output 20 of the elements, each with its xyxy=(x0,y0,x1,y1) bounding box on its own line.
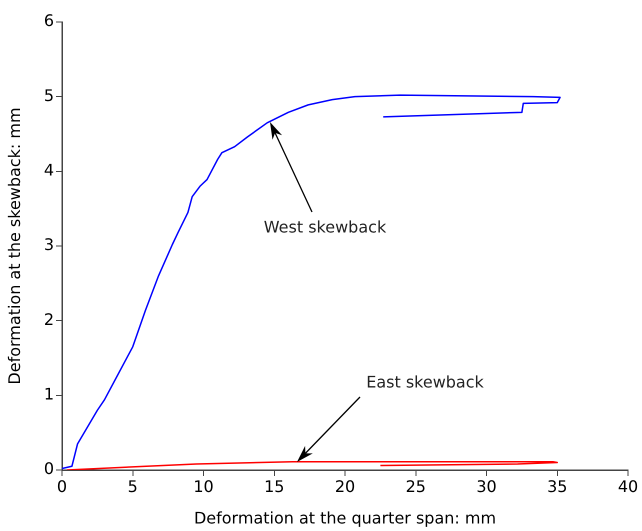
x-tick-label: 10 xyxy=(193,476,214,496)
x-tick-label: 25 xyxy=(406,476,426,496)
x-tick-label: 5 xyxy=(128,476,138,496)
y-tick-label: 3 xyxy=(44,235,54,254)
annotation: East skewback xyxy=(366,372,485,392)
x-axis-title: Deformation at the quarter span: mm xyxy=(194,508,496,528)
annotation: West skewback xyxy=(264,217,387,236)
x-tick-label: 30 xyxy=(476,476,497,496)
y-tick-label: 0 xyxy=(44,459,54,478)
x-tick-label: 40 xyxy=(618,476,638,496)
y-tick-label: 1 xyxy=(44,384,54,404)
y-tick-label: 2 xyxy=(44,310,54,329)
x-tick-label: 20 xyxy=(334,476,356,496)
x-tick-label: 0 xyxy=(56,476,68,496)
x-tick-label: 35 xyxy=(547,476,568,496)
x-tick-label: 15 xyxy=(264,476,284,496)
y-tick-label: 4 xyxy=(44,160,54,180)
y-tick-label: 6 xyxy=(44,11,54,30)
y-axis-title: Deformation at the skewback: mm xyxy=(4,107,24,385)
y-tick-label: 5 xyxy=(44,86,54,105)
